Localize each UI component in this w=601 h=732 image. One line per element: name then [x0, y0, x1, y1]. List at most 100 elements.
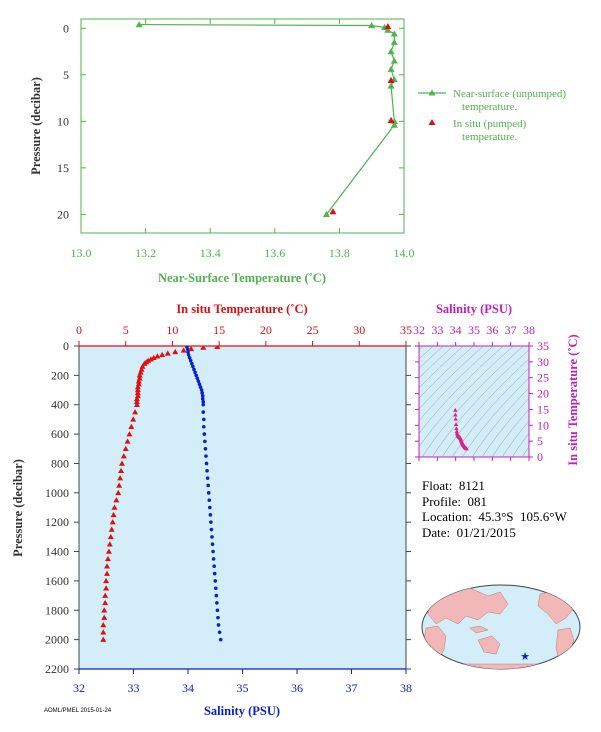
salinity-point: [190, 361, 194, 366]
salinity-point: [187, 355, 192, 360]
c1-unpumped-point: [368, 22, 376, 29]
c2-top-tick-label: 30: [353, 323, 365, 337]
temperature-point: [128, 423, 135, 429]
c2-top-tick-label: 0: [76, 323, 82, 337]
c1-xtick-label: 13.0: [71, 246, 92, 260]
c1-ytick-label: 15: [57, 161, 69, 175]
c2-ytick-label: 400: [51, 398, 69, 412]
temperature-point: [102, 592, 109, 598]
temperature-point: [115, 489, 122, 496]
salinity-point: [199, 388, 204, 392]
salinity-point: [196, 379, 201, 384]
c1-unpumped-point: [322, 210, 330, 218]
density-contour-line: [419, 346, 504, 434]
c1-legend: Near-surface (unpumped) temperature. In s…: [418, 88, 566, 143]
float-location-map: ★: [421, 584, 581, 670]
c2-top-tick-label: 15: [213, 323, 225, 337]
c2-bottom-tick-label: 32: [73, 681, 85, 695]
temperature-point: [104, 570, 111, 576]
profile-number: Profile: 081: [422, 493, 487, 509]
c1-pumped-point: [387, 76, 395, 84]
salinity-point: [215, 601, 219, 605]
c3-xtick-label: 36: [486, 323, 498, 337]
salinity-point: [204, 454, 208, 458]
temperature-point: [101, 607, 108, 613]
temperature-point: [110, 511, 117, 518]
temperature-point: [132, 409, 139, 415]
salinity-point: [210, 535, 214, 539]
temperature-point: [126, 431, 133, 437]
density-contour-line: [431, 349, 529, 457]
salinity-point: [209, 520, 213, 524]
ts-point: [454, 426, 459, 431]
c1-unpumped-point: [390, 38, 398, 45]
c1-ticks: [80, 19, 405, 233]
map-land-antarctica: [429, 663, 580, 669]
c2-bottom-tick-label: 33: [128, 681, 140, 695]
temperature-point: [101, 614, 108, 620]
salinity-point: [202, 417, 206, 422]
c2-bottom-tick-label: 38: [400, 681, 412, 695]
temperature-point: [105, 548, 112, 554]
salinity-profile: [185, 346, 223, 642]
density-contour-line: [501, 420, 529, 457]
ts-point: [453, 407, 458, 412]
density-contour-line: [481, 397, 529, 457]
float-info-panel: Float: 8121 Profile: 081 Location: 45.3°…: [422, 478, 567, 540]
profile-chart: 0 5 10 15 20 25 30 35 32 33 34 35 36 37 38 0 200 400 600 80…: [11, 302, 412, 718]
legend-pumped-label: In situ (pumped) temperature.: [453, 118, 527, 143]
c2-ytick-label: 200: [51, 368, 69, 382]
temperature-point: [118, 467, 125, 474]
c1-pumped-point: [387, 116, 395, 124]
c3-ytick-label: 25: [537, 371, 549, 385]
c1-xtick-label: 13.4: [200, 246, 221, 260]
c2-ytick-label: 800: [51, 456, 69, 470]
salinity-point: [214, 593, 219, 598]
float-location: Location: 45.3°S 105.6°W: [422, 509, 567, 524]
c2-tick-labels: 0 5 10 15 20 25 30 35 32 33 34 35 36 37 38 0 200 400 600 80…: [45, 323, 412, 695]
c1-unpumped-point: [387, 65, 395, 72]
c1-unpumped-point: [390, 121, 398, 128]
density-contour-line: [521, 446, 529, 457]
footer-id: AOML/PMEL 2015-01-24: [44, 708, 112, 714]
temperature-point: [154, 353, 161, 359]
density-contour-line: [419, 346, 484, 410]
salinity-point: [205, 468, 209, 473]
density-contour-line: [451, 367, 529, 457]
c1-pumped-point: [329, 208, 337, 215]
salinity-point: [185, 347, 190, 351]
salinity-point: [194, 373, 198, 378]
temperature-point: [172, 348, 179, 355]
c3-ytick-label: 15: [537, 402, 549, 416]
c3-ytick-label: 20: [537, 387, 549, 401]
salinity-point: [215, 608, 220, 613]
density-contour-line: [461, 377, 529, 457]
c1-plot-frame: [80, 18, 405, 234]
c1-unpumped-point: [390, 57, 398, 64]
c2-top-tick-label: 5: [123, 323, 129, 337]
salinity-point: [198, 385, 203, 389]
temperature-point: [159, 351, 166, 358]
c1-unpumped-point: [135, 21, 143, 28]
ts-point: [453, 416, 458, 421]
salinity-point: [212, 564, 216, 569]
temperature-point: [100, 621, 107, 628]
temperature-point: [100, 629, 107, 635]
c2-ytick-label: 600: [51, 427, 69, 441]
temperature-point: [133, 395, 140, 402]
c3-xtick-label: 38: [523, 323, 535, 337]
density-contour-line: [419, 346, 494, 422]
c2-ytick-label: 1800: [45, 603, 69, 617]
c1-tick-labels: 13.0 13.2 13.4 13.6 13.8 14.0 0 5 10 15 20: [57, 21, 415, 260]
c1-ylabel: Pressure (decibar): [29, 77, 43, 175]
density-contour-line: [441, 358, 529, 457]
salinity-point: [202, 424, 206, 429]
c3-xtick-label: 34: [450, 323, 462, 337]
salinity-point: [203, 446, 208, 451]
float-id: Float: 8121: [422, 478, 485, 493]
c2-bottom-label: Salinity (PSU): [204, 704, 280, 718]
salinity-point: [200, 394, 205, 398]
c1-xlabel: Near-Surface Temperature (˚C): [158, 271, 326, 285]
c1-unpumped-point: [387, 48, 395, 55]
